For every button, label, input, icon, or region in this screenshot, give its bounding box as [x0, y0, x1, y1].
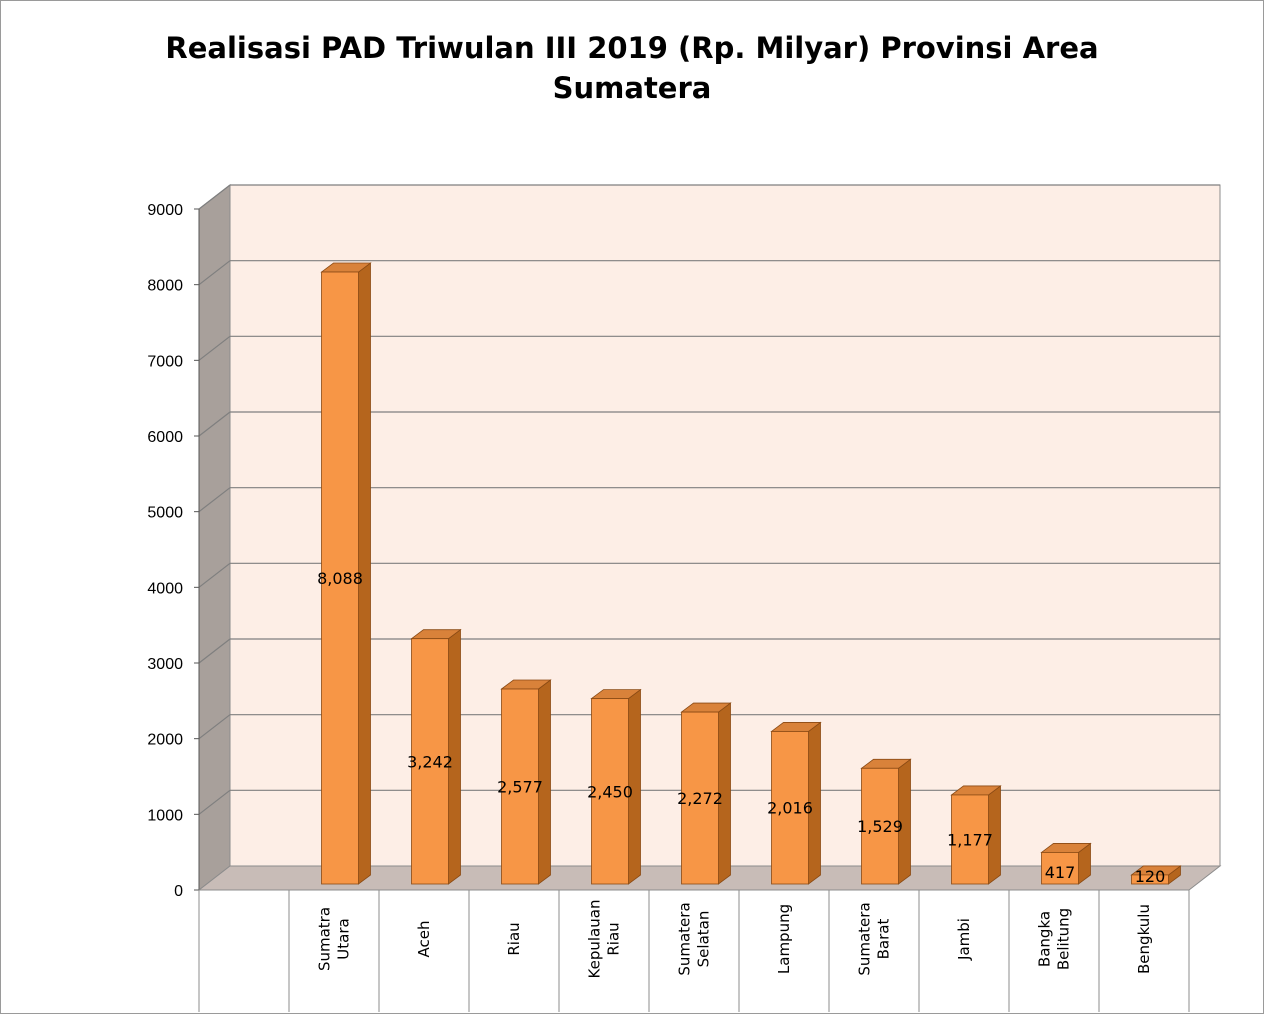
gridline-side: [198, 714, 231, 740]
gridline-side: [198, 562, 231, 588]
category-label-line: Lampung: [775, 904, 793, 974]
category-label: Bangka Belitung: [1036, 908, 1073, 970]
y-tick-label: 3000: [147, 656, 183, 673]
gridline-side: [198, 335, 231, 361]
bar: [771, 731, 809, 885]
bar: [411, 638, 449, 885]
bar: [1131, 874, 1169, 885]
category-label: Sumatera Barat: [856, 902, 893, 975]
chart-title-line-2: Sumatera: [552, 71, 712, 105]
category-label: Bengkulu: [1135, 904, 1153, 974]
category-label-line: Kepulauan: [586, 900, 604, 979]
bar: [951, 794, 989, 885]
category-label: Riau: [505, 922, 523, 955]
category-label: Aceh: [415, 921, 433, 958]
gridline-side: [198, 487, 231, 513]
chart-title: Realisasi PAD Triwulan III 2019 (Rp. Mil…: [130, 28, 1134, 108]
category-label-line: Barat: [875, 919, 893, 960]
category-label: Sumatera Selatan: [676, 902, 713, 975]
category-label-line: Belitung: [1055, 908, 1073, 970]
data-label: 2,577: [497, 778, 543, 797]
gridline-side: [198, 260, 231, 286]
category-label-line: Jambi: [955, 918, 973, 961]
category-label-line: Riau: [605, 922, 623, 955]
bar: [591, 698, 629, 885]
data-label: 120: [1135, 867, 1166, 886]
y-tick-label: 5000: [147, 505, 183, 522]
bar: [321, 271, 359, 885]
gridline-side: [198, 789, 231, 815]
category-label: Kepulauan Riau: [586, 900, 623, 979]
category-label-line: Bangka: [1036, 911, 1054, 967]
category-label-line: Sumatra: [316, 907, 334, 971]
category-label-line: Sumatera: [676, 902, 694, 975]
data-label: 8,088: [317, 569, 363, 588]
y-tick-label: 2000: [147, 732, 183, 749]
bar: [501, 688, 539, 885]
y-tick-label: 7000: [147, 353, 183, 370]
y-tick-label: 6000: [147, 429, 183, 446]
bar: [1041, 852, 1079, 885]
category-label-line: Selatan: [695, 911, 713, 968]
category-label-line: Aceh: [415, 921, 433, 958]
chart-title-line-1: Realisasi PAD Triwulan III 2019 (Rp. Mil…: [165, 31, 1099, 65]
category-label: Sumatra Utara: [316, 907, 353, 971]
data-label: 417: [1045, 863, 1076, 882]
plot-side-wall: [198, 183, 231, 892]
y-tick-label: 4000: [147, 580, 183, 597]
y-tick-label: 0: [174, 883, 183, 900]
data-label: 3,242: [407, 752, 453, 771]
gridline-side: [198, 411, 231, 437]
category-label-line: Bengkulu: [1135, 904, 1153, 974]
category-label-line: Riau: [505, 922, 523, 955]
data-label: 2,016: [767, 799, 813, 818]
data-label: 2,272: [677, 789, 723, 808]
gridline-side: [198, 184, 231, 210]
data-label: 2,450: [587, 782, 633, 801]
y-tick-label: 9000: [147, 202, 183, 219]
y-tick-label: 1000: [147, 807, 183, 824]
bar: [681, 711, 719, 885]
category-label-line: Sumatera: [856, 902, 874, 975]
gridline-side: [198, 638, 231, 664]
category-label: Lampung: [775, 904, 793, 974]
category-label: Jambi: [955, 918, 973, 961]
bar: [861, 767, 899, 885]
y-tick-label: 8000: [147, 278, 183, 295]
data-label: 1,177: [947, 830, 993, 849]
data-label: 1,529: [857, 817, 903, 836]
category-label-line: Utara: [335, 918, 353, 959]
